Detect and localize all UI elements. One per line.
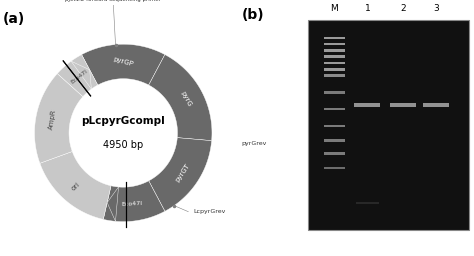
Text: pyrG: pyrG bbox=[180, 91, 193, 108]
Polygon shape bbox=[35, 73, 83, 163]
Text: ori: ori bbox=[70, 181, 81, 191]
Text: M: M bbox=[330, 4, 338, 13]
Bar bbox=[323, 139, 345, 142]
Text: pJet1.2 forward sequencing primer: pJet1.2 forward sequencing primer bbox=[65, 0, 161, 2]
Bar bbox=[390, 103, 416, 107]
Bar bbox=[323, 43, 345, 45]
Text: AmpR: AmpR bbox=[48, 109, 58, 130]
Text: Eco47I: Eco47I bbox=[70, 69, 89, 85]
Bar bbox=[323, 125, 345, 127]
Text: 3: 3 bbox=[433, 4, 439, 13]
Bar bbox=[323, 49, 345, 52]
Text: pLcpyrGcompl: pLcpyrGcompl bbox=[82, 116, 165, 126]
Text: pyrGT: pyrGT bbox=[174, 163, 191, 183]
Text: LcpyrGrev: LcpyrGrev bbox=[193, 209, 226, 214]
Text: 2: 2 bbox=[400, 4, 406, 13]
Polygon shape bbox=[149, 55, 212, 141]
Bar bbox=[323, 91, 345, 94]
Bar bbox=[323, 62, 345, 64]
Text: (b): (b) bbox=[242, 8, 264, 22]
Bar bbox=[354, 103, 380, 107]
Text: pyrGP: pyrGP bbox=[112, 56, 134, 67]
Bar bbox=[423, 103, 449, 107]
Text: 1: 1 bbox=[365, 4, 370, 13]
Text: Eco47I: Eco47I bbox=[121, 201, 143, 207]
Polygon shape bbox=[82, 44, 165, 85]
Bar bbox=[323, 55, 345, 58]
Bar bbox=[323, 37, 345, 39]
Bar bbox=[323, 74, 345, 77]
Bar bbox=[323, 152, 345, 155]
Bar bbox=[308, 20, 469, 230]
Polygon shape bbox=[57, 55, 98, 97]
Text: (a): (a) bbox=[2, 12, 25, 26]
Text: 4950 bp: 4950 bp bbox=[103, 140, 143, 150]
Bar bbox=[323, 108, 345, 110]
Text: pyrGrev: pyrGrev bbox=[242, 141, 267, 146]
Bar bbox=[323, 167, 345, 169]
Polygon shape bbox=[103, 181, 165, 222]
Polygon shape bbox=[40, 152, 111, 219]
Polygon shape bbox=[71, 61, 91, 89]
Bar bbox=[356, 202, 379, 204]
Polygon shape bbox=[107, 187, 118, 221]
Polygon shape bbox=[149, 138, 211, 211]
Bar bbox=[323, 68, 345, 71]
